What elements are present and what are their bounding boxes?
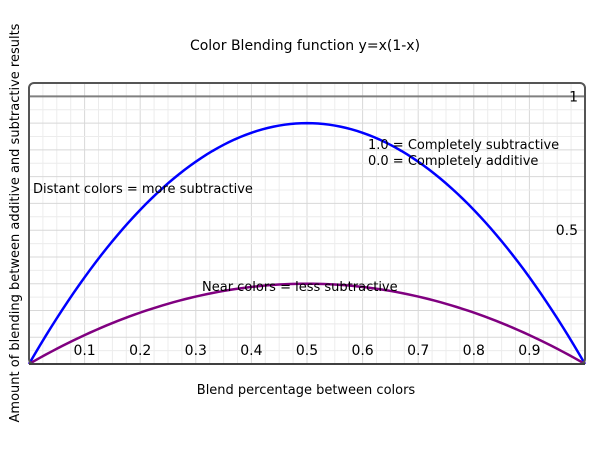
x-tick-label: 0.9 (518, 343, 540, 359)
y-axis-label: Amount of blending between additive and … (8, 23, 23, 422)
annotation-subtractive: 1.0 = Completely subtractive (368, 138, 559, 153)
y-tick-label: 0.5 (556, 223, 578, 239)
x-tick-label: 0.3 (185, 343, 207, 359)
y-tick-labels: 0.51 (556, 89, 578, 239)
x-tick-label: 0.7 (407, 343, 429, 359)
annotation-near: Near colors = less subtractive (202, 280, 398, 295)
x-tick-labels: 0.1 0.2 0.3 0.4 0.5 0.6 0.7 0.8 0.9 (73, 343, 540, 359)
x-tick-label: 0.5 (296, 343, 318, 359)
x-tick-label: 0.6 (351, 343, 373, 359)
x-tick-label: 0.2 (129, 343, 151, 359)
annotation-additive: 0.0 = Completely additive (368, 154, 538, 169)
series-layer (27, 121, 587, 366)
series-line-2 (28, 282, 586, 366)
x-axis-label: Blend percentage between colors (197, 383, 416, 398)
x-tick-label: 0.4 (240, 343, 262, 359)
x-tick-label: 0.8 (463, 343, 485, 359)
x-tick-label: 0.1 (73, 343, 95, 359)
series-line-1 (27, 121, 587, 365)
y-tick-label: 1 (569, 89, 578, 105)
annotation-distant: Distant colors = more subtractive (33, 182, 253, 197)
chart-title: Color Blending function y=x(1-x) (190, 38, 420, 54)
